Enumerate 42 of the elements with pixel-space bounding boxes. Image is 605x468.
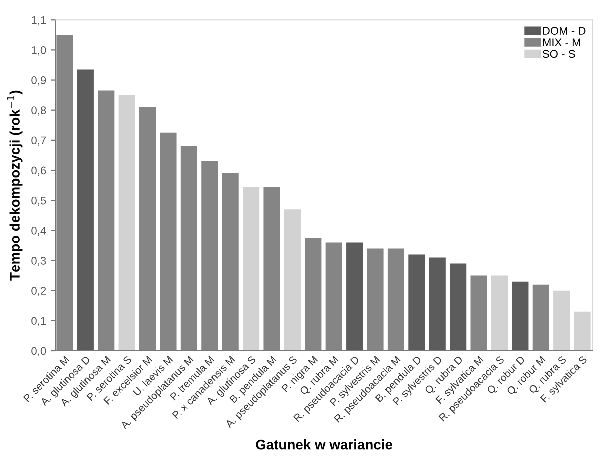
bar	[118, 95, 136, 351]
bar	[470, 276, 488, 351]
bar	[491, 276, 508, 351]
y-tick-label: 0,2	[32, 287, 46, 296]
bar	[202, 162, 218, 351]
x-axis-title: Gatunek w wariancie	[256, 440, 393, 450]
y-tick-label: 0,0	[32, 347, 46, 356]
y-tick-label: 0,5	[32, 196, 46, 206]
bar	[388, 248, 405, 351]
bar	[367, 248, 384, 351]
bar	[56, 35, 74, 351]
bar	[264, 187, 280, 351]
y-tick-label: 0,6	[32, 166, 46, 176]
bar	[532, 284, 550, 351]
legend-label: SO - S	[542, 50, 576, 58]
bar	[346, 242, 364, 351]
bar	[408, 254, 426, 351]
y-tick-label: 1,1	[32, 16, 46, 26]
bar	[222, 174, 239, 351]
y-tick-label: 0,7	[32, 136, 46, 146]
bar	[512, 282, 529, 351]
bar	[140, 107, 156, 351]
y-tick-label: 0,8	[32, 106, 46, 116]
bar	[450, 264, 467, 351]
y-tick-label: 0,9	[32, 76, 46, 86]
bar	[77, 70, 94, 351]
y-tick-label: 0,4	[32, 226, 46, 236]
legend-label: MIX - M	[543, 38, 580, 46]
bar	[554, 290, 570, 351]
bar	[305, 238, 322, 351]
bar	[429, 258, 446, 351]
bar	[326, 242, 342, 351]
bar	[284, 210, 301, 351]
y-axis-title: Tempo dekompozycji (rok$^{−1}$)	[7, 90, 23, 281]
y-tick-label: 1,0	[32, 46, 46, 56]
bar	[180, 146, 198, 351]
bar	[243, 187, 260, 351]
legend-label: DOM - D	[543, 27, 586, 36]
bar	[98, 90, 115, 351]
bar	[160, 132, 177, 351]
y-tick-label: 0,3	[32, 257, 46, 266]
y-tick-label: 0,1	[32, 317, 46, 326]
